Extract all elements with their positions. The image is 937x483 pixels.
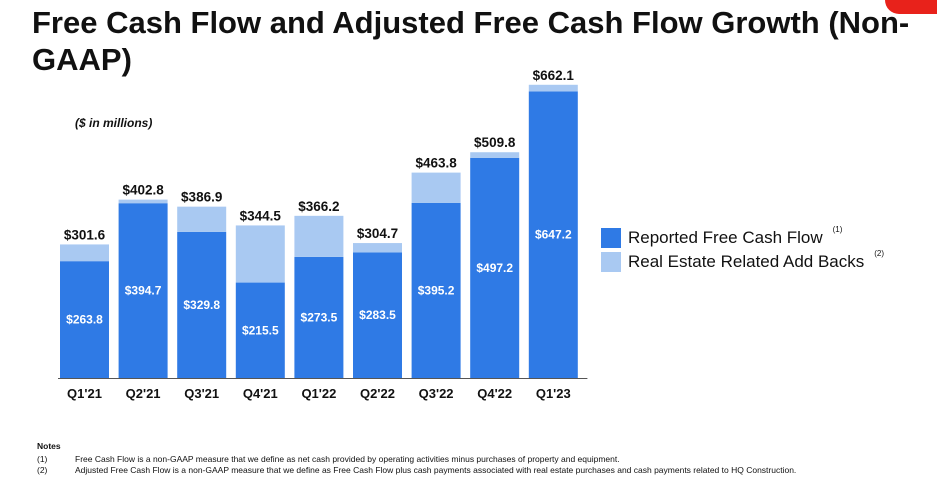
bar-reported [411, 202, 461, 378]
x-tick-label: Q2'22 [360, 386, 395, 401]
bar-value-label: $263.8 [66, 313, 103, 327]
total-label: $402.8 [122, 183, 164, 198]
bar-addback [294, 215, 344, 257]
bar-reported [60, 261, 109, 378]
bar-addback [411, 172, 461, 203]
bar-value-label: $273.5 [301, 310, 338, 324]
x-tick-label: Q2'21 [126, 386, 161, 401]
footnote-row: (1) Free Cash Flow is a non-GAAP measure… [37, 454, 796, 465]
brand-accent-corner [885, 0, 937, 14]
legend-item-reported: Reported Free Cash Flow (1) [601, 224, 884, 250]
footnote-row: (2) Adjusted Free Cash Flow is a non-GAA… [37, 465, 796, 476]
total-label: $301.6 [64, 227, 106, 242]
legend-note-reported: (1) [832, 224, 843, 234]
bar-addback [470, 152, 520, 158]
bar-value-label: $215.5 [242, 323, 279, 337]
footnote-text: Adjusted Free Cash Flow is a non-GAAP me… [75, 465, 797, 475]
bar-addback [235, 225, 285, 283]
bar-value-label: $394.7 [125, 284, 162, 298]
footnote-marker: (2) [37, 465, 48, 475]
x-tick-label: Q4'22 [477, 386, 512, 401]
bar-reported [118, 203, 168, 378]
total-label: $304.7 [357, 226, 398, 241]
bar-addback [353, 243, 402, 253]
footnote-marker: (1) [37, 454, 48, 464]
x-tick-label: Q1'21 [67, 386, 102, 401]
legend-swatch-addback [601, 252, 621, 272]
bar-reported [294, 256, 344, 378]
bar-value-label: $329.8 [183, 298, 220, 312]
footnotes: Notes (1) Free Cash Flow is a non-GAAP m… [37, 441, 796, 476]
total-label: $366.2 [298, 199, 339, 214]
legend-swatch-reported [601, 228, 621, 248]
x-tick-label: Q1'22 [301, 386, 336, 401]
unit-note: ($ in millions) [75, 116, 153, 130]
legend-label-addback: Real Estate Related Add Backs [628, 252, 865, 271]
bar-reported [470, 157, 520, 378]
stacked-bar-chart: $301.6 $263.8 Q1'21 $402.8 $394.7 Q2'21 $386.9… [58, 68, 588, 401]
bar-reported [177, 231, 227, 378]
bar-addback [177, 206, 227, 232]
total-label: $662.1 [533, 68, 575, 83]
bar-value-label: $283.5 [359, 308, 396, 322]
total-label: $463.8 [415, 156, 457, 171]
legend-label-reported: Reported Free Cash Flow [628, 228, 823, 247]
bar-reported [235, 282, 285, 378]
x-tick-label: Q1'23 [536, 386, 571, 401]
legend-item-addback: Real Estate Related Add Backs (2) [601, 248, 885, 274]
bar-reported [353, 252, 402, 378]
total-label: $509.8 [474, 135, 516, 150]
bar-value-label: $395.2 [418, 283, 455, 297]
chart-legend: Reported Free Cash Flow (1) Real Estate … [601, 224, 885, 274]
x-tick-label: Q4'21 [243, 386, 278, 401]
x-tick-label: Q3'22 [419, 386, 454, 401]
x-tick-label: Q3'21 [184, 386, 219, 401]
bar-addback [118, 199, 168, 204]
notes-title: Notes [37, 441, 61, 451]
bar-value-label: $497.2 [476, 261, 513, 275]
page-title: Free Cash Flow and Adjusted Free Cash Fl… [32, 5, 910, 77]
bar-addback [60, 244, 109, 262]
bar-addback [528, 84, 578, 92]
bar-reported [528, 91, 578, 378]
total-label: $386.9 [181, 190, 222, 205]
bar-value-label: $647.2 [535, 228, 572, 242]
legend-note-addback: (2) [874, 248, 885, 258]
total-label: $344.5 [240, 208, 282, 223]
footnote-text: Free Cash Flow is a non-GAAP measure tha… [75, 454, 620, 464]
